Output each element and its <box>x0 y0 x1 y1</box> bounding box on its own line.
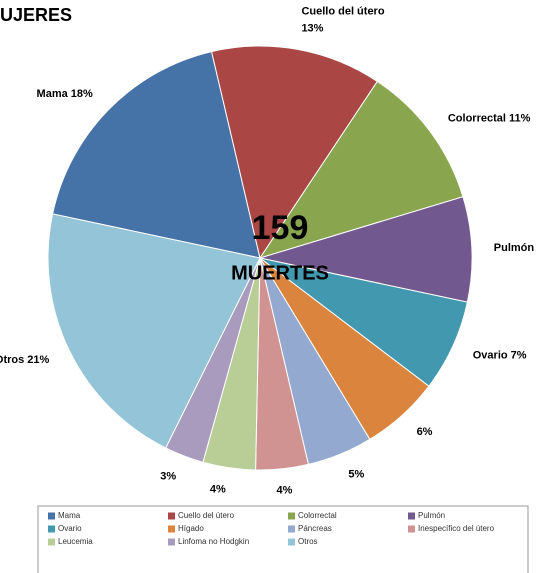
legend-swatch <box>288 525 295 533</box>
legend-swatch <box>288 538 295 546</box>
legend-label: Páncreas <box>298 524 332 533</box>
data-label: Colorrectal 11% <box>448 112 531 124</box>
legend-swatch <box>48 512 55 520</box>
data-label: Otros 21% <box>0 354 50 366</box>
legend-label: Mama <box>58 511 81 520</box>
legend-label: Inespecífico del útero <box>418 524 495 533</box>
legend-swatch <box>408 525 415 533</box>
pie-slice <box>52 51 261 259</box>
legend-label: Otros <box>298 537 318 546</box>
data-label: Mama 18% <box>37 88 93 100</box>
data-label: 3% <box>160 470 176 482</box>
chart-title: UJERES <box>0 5 72 25</box>
legend-box <box>37 505 529 573</box>
pie-slice <box>210 45 379 260</box>
data-label: 6% <box>417 426 433 438</box>
center-label: MUERTES <box>231 262 329 284</box>
legend-label: Cuello del útero <box>178 511 235 520</box>
legend-swatch <box>288 512 295 520</box>
pie-slice <box>47 213 261 449</box>
legend-label: Colorrectal <box>298 511 337 520</box>
legend-swatch <box>168 538 175 546</box>
legend-swatch <box>408 512 415 520</box>
label-line: 13% <box>301 23 323 35</box>
label-line: Cuello del útero <box>301 6 384 18</box>
legend-swatch <box>48 538 55 546</box>
legend-label: Linfoma no Hodgkin <box>178 537 249 546</box>
data-label: Pulmón 8% <box>494 242 536 254</box>
center-value: 159 <box>252 209 309 247</box>
legend-label: Pulmón <box>418 511 445 520</box>
data-label: Ovario 7% <box>473 349 527 361</box>
pie-slice <box>258 80 464 259</box>
data-label: 5% <box>348 469 364 481</box>
data-label: Cuello del útero 13% <box>301 6 384 35</box>
legend-swatch <box>48 525 55 533</box>
legend-swatch <box>168 512 175 520</box>
data-label: 4% <box>277 485 293 497</box>
legend-label: Hígado <box>178 524 204 533</box>
legend-label: Ovario <box>58 524 82 533</box>
legend-swatch <box>168 525 175 533</box>
data-label: 4% <box>210 483 226 495</box>
legend-label: Leucemia <box>58 537 93 546</box>
pie-slice <box>259 196 473 303</box>
